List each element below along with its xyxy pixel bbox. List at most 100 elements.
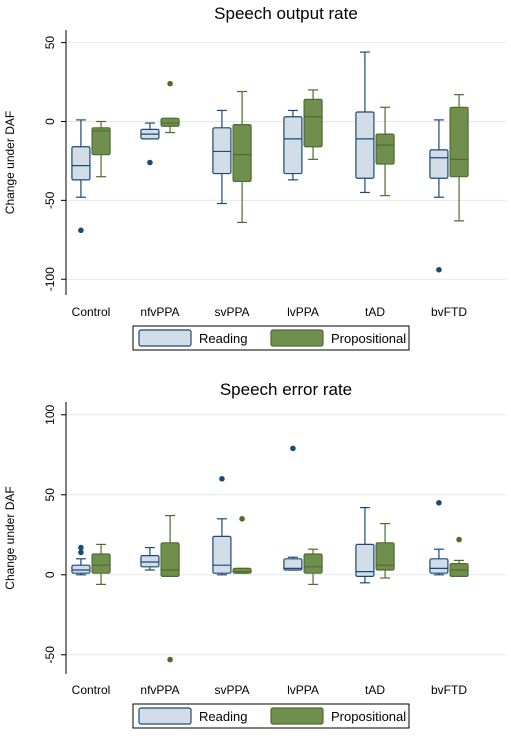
outlier-point	[78, 227, 84, 234]
box-iqr	[91, 553, 111, 574]
x-category-label: bvFTD	[431, 305, 467, 319]
y-tick-label: -100	[43, 267, 57, 291]
outlier-point	[239, 516, 245, 522]
box-propositional-svPPA	[232, 90, 252, 224]
y-tick-label: 100	[43, 404, 57, 424]
box-iqr	[375, 542, 395, 571]
x-category-label: Control	[72, 683, 111, 697]
outlier-point	[219, 476, 225, 482]
legend-label: Reading	[199, 709, 247, 724]
x-category-label: lvPPA	[287, 305, 319, 319]
box-propositional-lvPPA	[303, 548, 323, 586]
outlier-point	[147, 159, 153, 166]
legend-swatch	[270, 329, 324, 347]
outlier-point	[167, 80, 173, 87]
legend-item-reading: Reading	[138, 329, 247, 347]
y-tick-label: 50	[43, 36, 57, 50]
box-iqr	[375, 133, 395, 165]
box-iqr	[283, 558, 303, 571]
box-iqr	[160, 542, 180, 577]
box-iqr	[91, 127, 111, 156]
box-iqr	[140, 554, 160, 568]
box-reading-lvPPA	[283, 109, 303, 181]
legend-swatch	[138, 329, 192, 347]
box-iqr	[212, 127, 232, 175]
box-propositional-bvFTD	[449, 94, 469, 222]
legend-swatch	[270, 707, 324, 725]
x-category-label: tAD	[365, 683, 385, 697]
box-reading-lvPPA	[283, 445, 303, 571]
x-category-label: tAD	[365, 305, 385, 319]
box-propositional-tAD	[375, 106, 395, 197]
legend-item-reading: Reading	[138, 707, 247, 725]
y-tick-label: -50	[43, 646, 57, 664]
legend-label: Reading	[199, 331, 247, 346]
y-tick-label: 50	[43, 488, 57, 502]
box-iqr	[212, 535, 232, 574]
chart-title: Speech output rate	[214, 4, 358, 23]
chart-panel-2: Speech error rate 100 50 0 -50 Change under D…	[3, 380, 506, 729]
box-iqr	[232, 567, 252, 574]
box-iqr	[429, 149, 449, 179]
x-category-label: nfvPPA	[140, 305, 179, 319]
legend: Reading Propositional	[132, 703, 410, 729]
y-tick-label: 0	[43, 571, 57, 578]
box-reading-nfvPPA	[140, 122, 160, 166]
chart-panel-1: Speech output rate 50 0 -50 -100 Change under…	[3, 4, 506, 351]
x-category-label: lvPPA	[287, 683, 319, 697]
legend-label: Propositional	[331, 709, 406, 724]
box-propositional-svPPA	[232, 516, 252, 574]
box-propositional-Control	[91, 543, 111, 586]
legend-swatch	[138, 707, 192, 725]
outlier-point	[78, 544, 84, 551]
box-propositional-nfvPPA	[160, 514, 180, 663]
x-category-label: Control	[72, 305, 111, 319]
box-propositional-tAD	[375, 522, 395, 579]
box-reading-nfvPPA	[140, 546, 160, 571]
outlier-point	[456, 536, 462, 543]
chart-title: Speech error rate	[220, 380, 352, 399]
box-iqr	[303, 553, 323, 574]
legend-item-propositional: Propositional	[270, 707, 406, 725]
box-reading-Control	[71, 544, 91, 576]
outlier-point	[167, 656, 173, 663]
x-category-label: nfvPPA	[140, 683, 179, 697]
y-axis-label: Change under DAF	[3, 111, 17, 214]
box-propositional-lvPPA	[303, 89, 323, 160]
box-propositional-nfvPPA	[160, 80, 180, 134]
legend: Reading Propositional	[132, 325, 410, 351]
box-iqr	[160, 117, 180, 127]
box-reading-tAD	[355, 507, 375, 584]
box-reading-tAD	[355, 51, 375, 194]
x-category-label: bvFTD	[431, 683, 467, 697]
box-reading-bvFTD	[429, 500, 449, 576]
box-iqr	[303, 98, 323, 148]
y-tick-label: -50	[43, 191, 57, 209]
y-tick-label: 0	[43, 118, 57, 125]
box-propositional-bvFTD	[449, 536, 469, 578]
outlier-point	[436, 266, 442, 273]
box-iqr	[232, 124, 252, 183]
box-reading-bvFTD	[429, 119, 449, 273]
box-reading-Control	[71, 119, 91, 234]
box-iqr	[71, 146, 91, 181]
y-axis-label: Change under DAF	[3, 486, 17, 589]
box-iqr	[429, 558, 449, 574]
outlier-point	[78, 549, 84, 556]
box-iqr	[355, 543, 375, 578]
box-reading-svPPA	[212, 476, 232, 576]
box-propositional-Control	[91, 120, 111, 178]
box-iqr	[71, 564, 91, 574]
box-iqr	[449, 106, 469, 178]
box-iqr	[355, 111, 375, 179]
outlier-point	[290, 445, 296, 452]
x-category-label: svPPA	[214, 305, 249, 319]
legend-item-propositional: Propositional	[270, 329, 406, 347]
x-category-label: svPPA	[214, 683, 249, 697]
box-iqr	[283, 116, 303, 175]
outlier-point	[436, 500, 442, 506]
box-reading-svPPA	[212, 109, 232, 205]
legend-label: Propositional	[331, 331, 406, 346]
